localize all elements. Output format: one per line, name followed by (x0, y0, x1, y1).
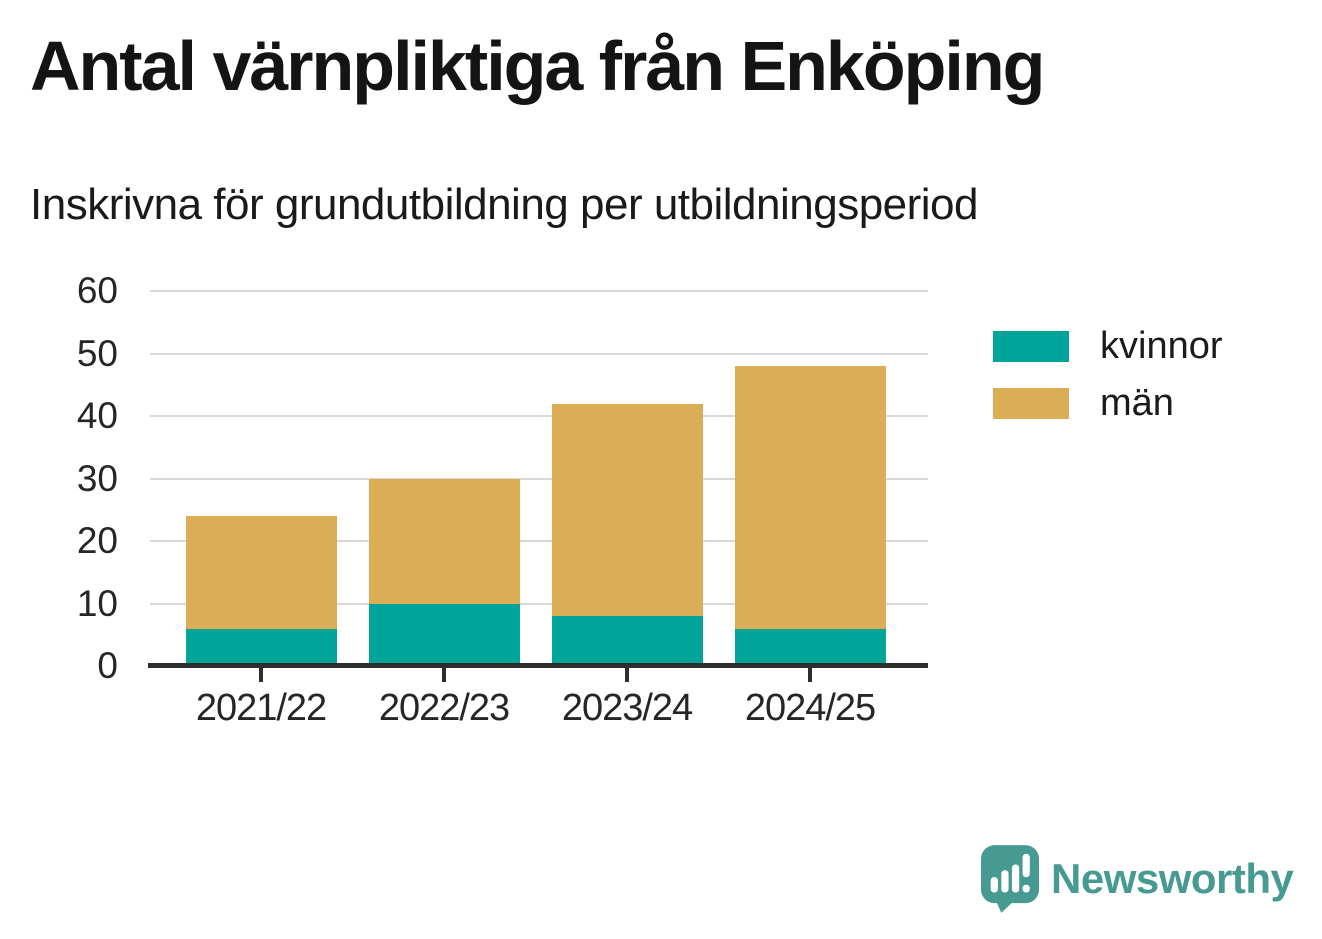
y-tick-label: 30 (76, 457, 118, 499)
x-tick-mark (808, 668, 812, 682)
y-tick-label: 10 (76, 582, 118, 624)
legend-row-män: män (993, 382, 1223, 424)
x-tick-mark (442, 668, 446, 682)
bar-segment-kvinnor-2024/25 (734, 628, 886, 666)
legend-label-kvinnor: kvinnor (1100, 325, 1223, 367)
newsworthy-logo: Newsworthy (981, 845, 1294, 913)
legend-swatch-kvinnor (993, 331, 1069, 362)
x-axis-line (148, 663, 928, 668)
newsworthy-logo-icon (981, 845, 1039, 913)
newsworthy-logo-text: Newsworthy (1051, 855, 1294, 902)
gridline-50 (150, 352, 928, 355)
x-tick-mark (625, 668, 629, 682)
chart-subtitle: Inskrivna för grundutbildning per utbild… (30, 180, 979, 229)
bar-segment-kvinnor-2021/22 (185, 628, 337, 666)
y-tick-label: 50 (76, 332, 118, 374)
legend-swatch-män (993, 388, 1069, 419)
gridline-40 (150, 415, 928, 417)
x-tick-label: 2022/23 (378, 687, 510, 729)
gridline-30 (150, 477, 928, 480)
bar-segment-män-2024/25 (734, 366, 886, 629)
gridline-60 (150, 290, 928, 292)
x-tick-label: 2024/25 (744, 687, 876, 729)
bar-segment-män-2023/24 (551, 403, 703, 616)
x-tick-label: 2023/24 (561, 687, 693, 729)
bar-segment-män-2022/23 (368, 478, 520, 604)
y-tick-label: 60 (76, 270, 118, 311)
bar-segment-män-2021/22 (185, 516, 337, 629)
y-tick-label: 40 (76, 395, 118, 436)
legend-row-kvinnor: kvinnor (993, 325, 1223, 367)
gridline-20 (150, 540, 928, 542)
gridline-10 (150, 602, 928, 605)
x-tick-label: 2021/22 (195, 687, 327, 729)
chart-title: Antal värnpliktiga från Enköping (30, 27, 1045, 105)
y-tick-label: 0 (97, 645, 118, 686)
bar-segment-kvinnor-2023/24 (551, 616, 703, 666)
y-tick-label: 20 (76, 520, 118, 561)
legend-label-män: män (1100, 382, 1174, 424)
chart-legend: kvinnor män (993, 325, 1223, 445)
x-tick-mark (259, 668, 263, 682)
bar-segment-kvinnor-2022/23 (368, 603, 520, 666)
